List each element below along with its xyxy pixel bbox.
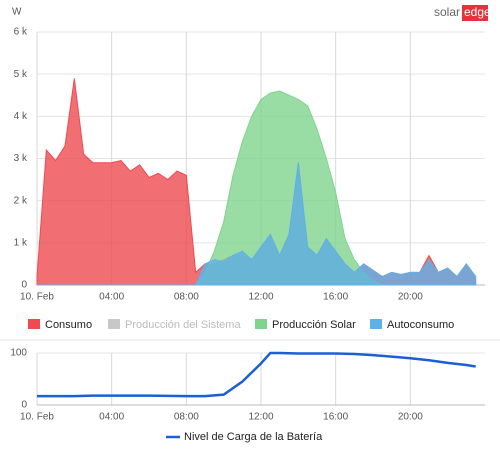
y-tick-label: 0 xyxy=(21,280,27,291)
legend-swatch[interactable] xyxy=(108,319,120,329)
x-tick-label: 10. Feb xyxy=(20,292,54,303)
x-tick-label: 20:00 xyxy=(398,412,423,423)
y-tick-label: 5 k xyxy=(14,69,28,80)
logo-text: edge xyxy=(464,5,491,19)
logo-text: solar xyxy=(434,5,460,19)
line xyxy=(37,351,476,398)
x-tick-label: 16:00 xyxy=(323,292,348,303)
x-tick-label: 04:00 xyxy=(99,412,124,423)
y-tick-label: 2 k xyxy=(14,195,28,206)
x-tick-label: 12:00 xyxy=(248,292,273,303)
y-axis-unit: W xyxy=(12,7,22,18)
x-tick-label: 08:00 xyxy=(174,292,199,303)
logo-box xyxy=(462,5,488,21)
y-tick-label: 1 k xyxy=(14,237,28,248)
area xyxy=(37,162,477,286)
y-tick-label: 4 k xyxy=(14,111,28,122)
legend-label[interactable]: Consumo xyxy=(45,319,92,331)
x-tick-label: 04:00 xyxy=(99,292,124,303)
legend-swatch[interactable] xyxy=(370,319,382,329)
legend-label[interactable]: Autoconsumo xyxy=(387,319,454,331)
legend-label[interactable]: Producción Solar xyxy=(272,319,356,331)
y-tick-label: 3 k xyxy=(14,153,28,164)
x-tick-label: 12:00 xyxy=(248,412,273,423)
x-tick-label: 08:00 xyxy=(174,412,199,423)
x-tick-label: 16:00 xyxy=(323,412,348,423)
y-tick-label: 0 xyxy=(21,400,27,411)
y-tick-label: 100 xyxy=(10,348,27,359)
x-tick-label: 10. Feb xyxy=(20,412,54,423)
legend-swatch[interactable] xyxy=(255,319,267,329)
legend-swatch[interactable] xyxy=(28,319,40,329)
y-tick-label: 6 k xyxy=(14,27,28,38)
legend-label[interactable]: Producción del Sistema xyxy=(125,319,241,331)
x-tick-label: 20:00 xyxy=(398,292,423,303)
legend-label[interactable]: Nivel de Carga de la Batería xyxy=(184,431,323,443)
